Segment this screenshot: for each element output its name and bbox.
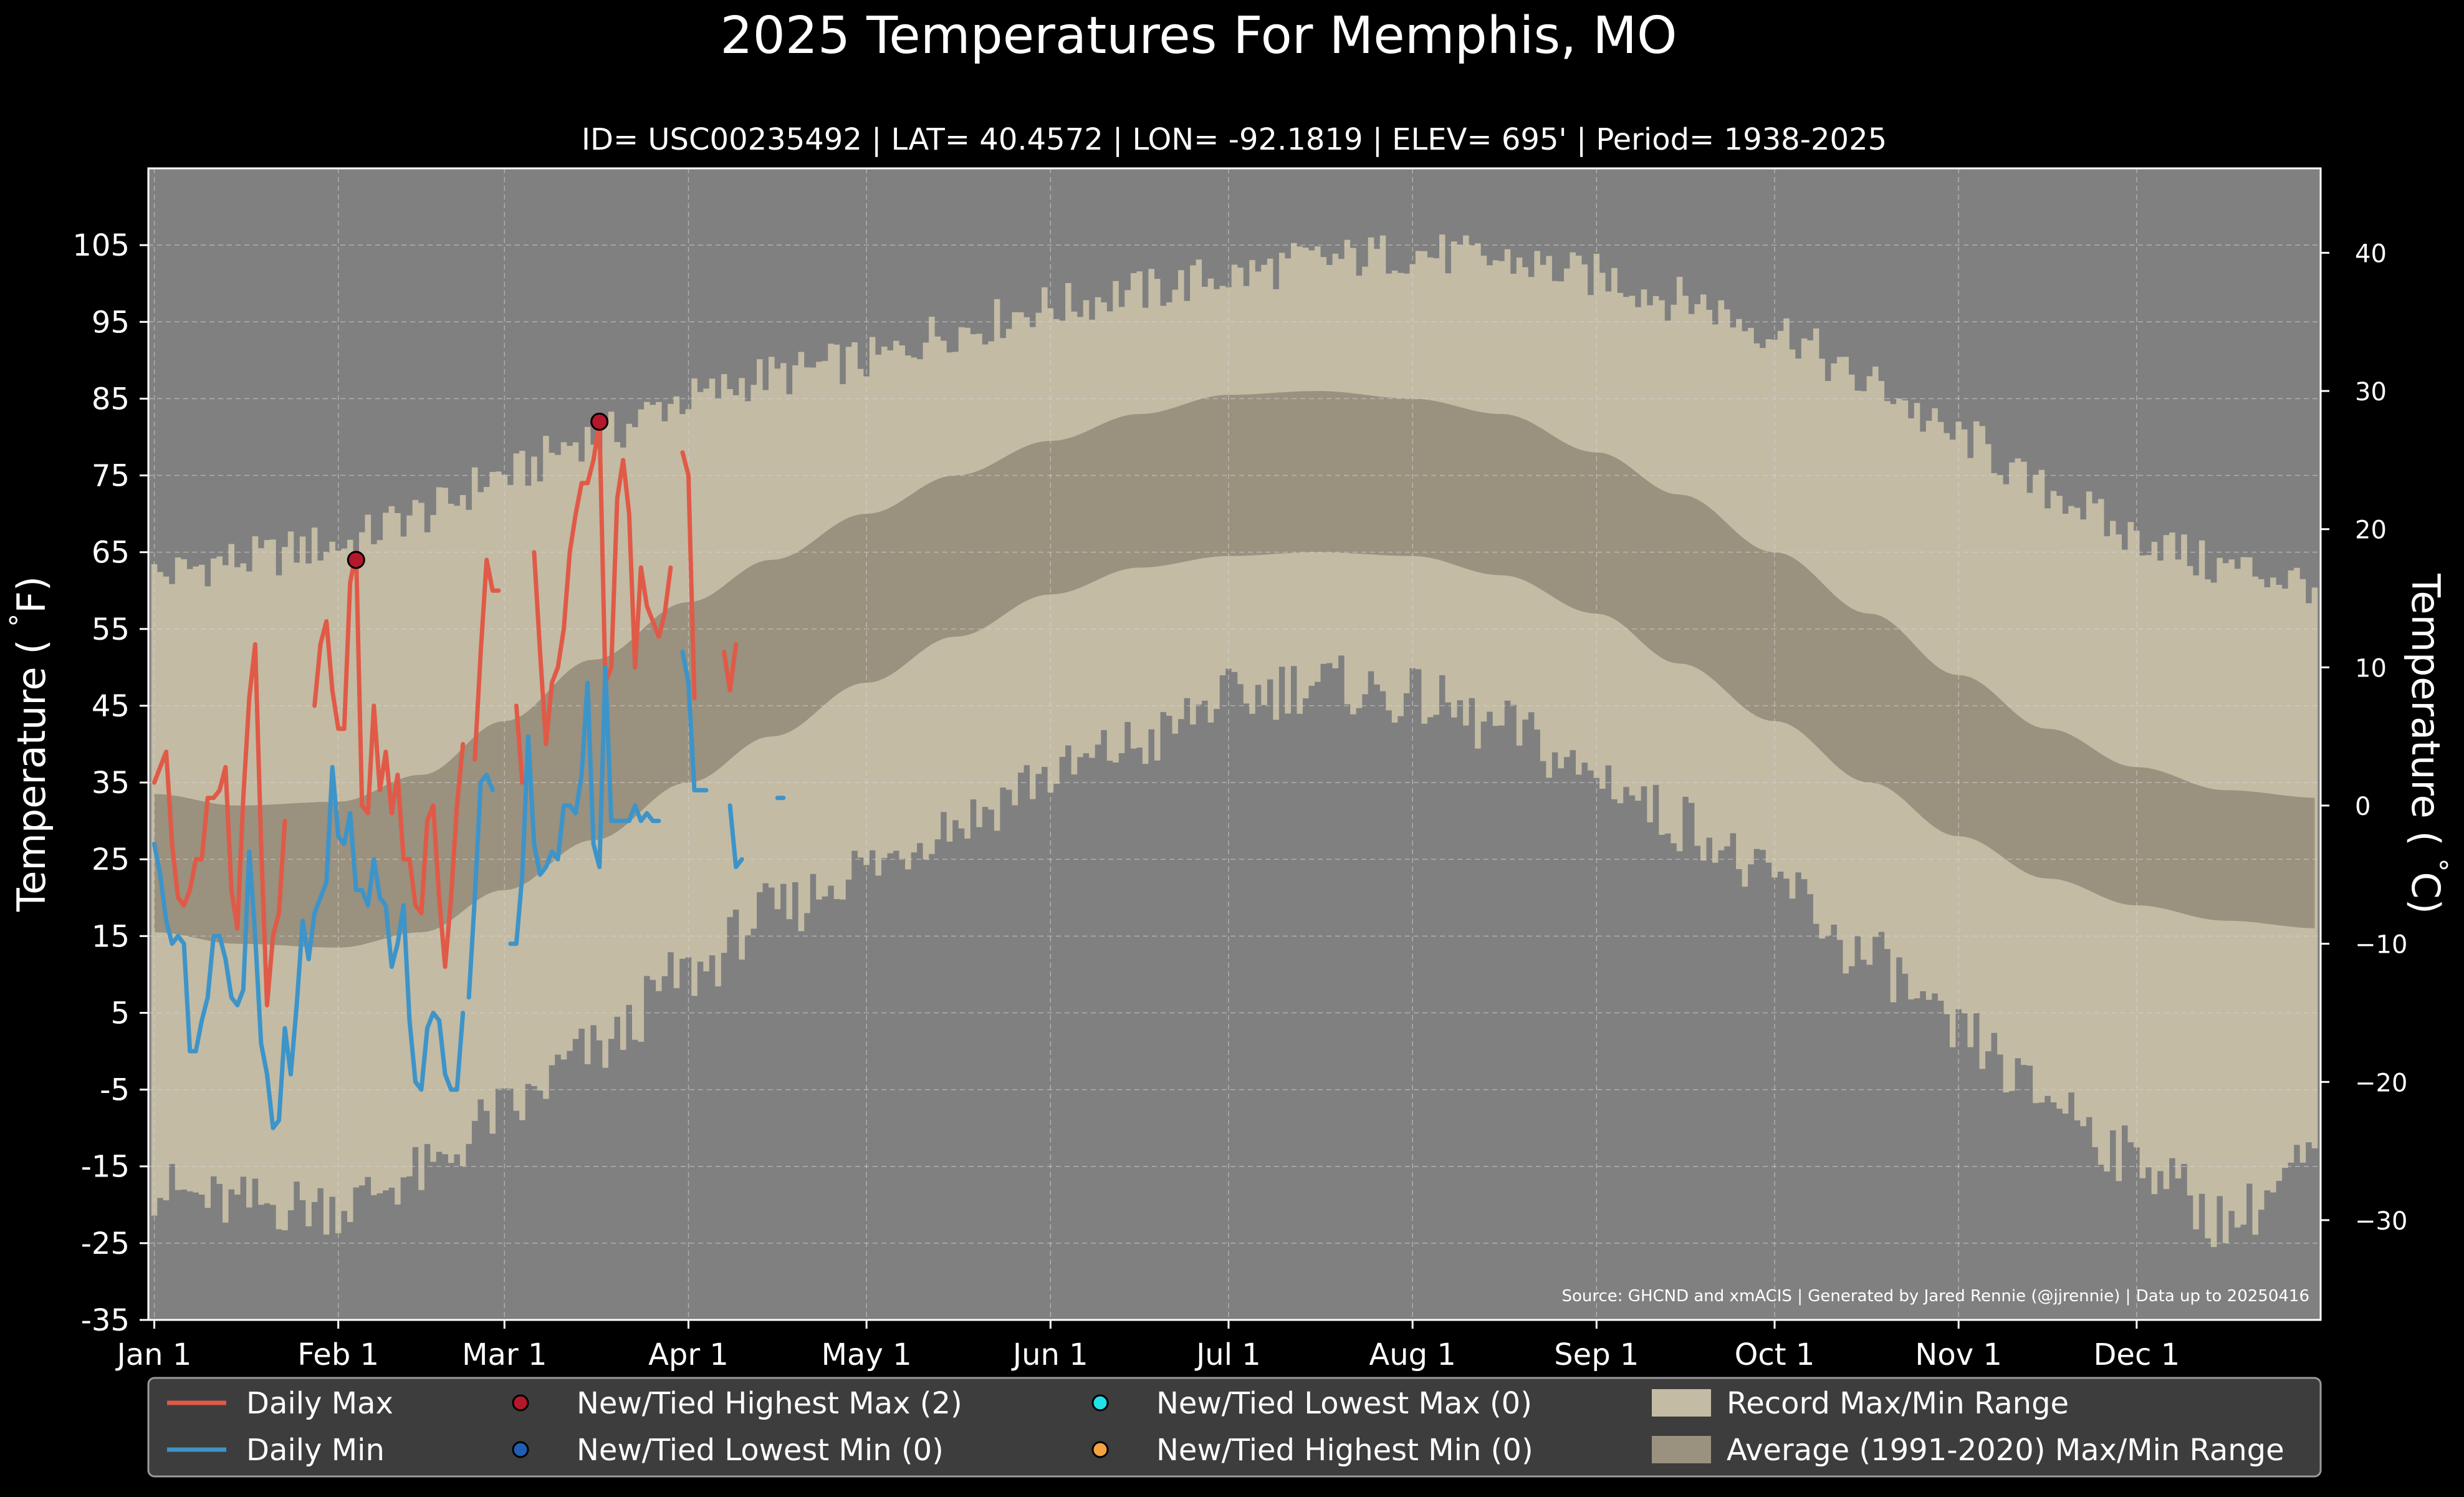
- legend-label-new-tied-highest-min-0: New/Tied Highest Min (0): [1156, 1433, 1533, 1468]
- y-right-tick-label: 10: [2355, 654, 2387, 683]
- y-tick-label: 25: [92, 842, 130, 877]
- daily-max-line: [514, 703, 525, 785]
- y-tick-label: 55: [92, 612, 130, 647]
- daily-max-line: [532, 419, 673, 746]
- daily-max-line: [472, 557, 501, 762]
- y-tick-label: -5: [100, 1073, 130, 1108]
- daily-min-line: [152, 764, 466, 1130]
- y-tick-label: -25: [81, 1226, 130, 1261]
- y-axis-label-fahrenheit: Temperature ( °F): [4, 576, 55, 912]
- y-tick-label: 105: [72, 228, 130, 263]
- legend-patch-record-max-min-range: [1652, 1389, 1711, 1417]
- x-tick-label: Jul 1: [1194, 1337, 1261, 1372]
- legend-label-new-tied-lowest-min-0: New/Tied Lowest Min (0): [577, 1433, 944, 1468]
- y-tick-label: 85: [92, 382, 130, 416]
- y-axis-left: 105 95 85 75 65 55 45 35 25 15 5 -5 -15 -25 -35: [72, 228, 148, 1338]
- chart-subtitle: ID= USC00235492 | LAT= 40.4572 | LON= -9…: [582, 122, 1887, 157]
- data-series: [152, 419, 786, 1130]
- legend-marker-new-tied-lowest-min-0: [512, 1441, 529, 1458]
- legend-marker-new-tied-highest-min-0: [1091, 1441, 1109, 1458]
- chart-title: 2025 Temperatures For Memphis, MO: [720, 6, 1677, 65]
- daily-max-line: [680, 450, 697, 701]
- legend-label-daily-min: Daily Min: [246, 1433, 385, 1468]
- legend-label-new-tied-highest-max-2: New/Tied Highest Max (2): [577, 1386, 962, 1421]
- y-tick-label: 65: [92, 536, 130, 570]
- y-right-tick-label: 0: [2355, 792, 2371, 821]
- x-tick-label: Oct 1: [1735, 1337, 1815, 1372]
- legend-label-new-tied-lowest-max-0: New/Tied Lowest Max (0): [1156, 1386, 1532, 1421]
- x-tick-label: Nov 1: [1915, 1337, 2001, 1372]
- y-tick-label: 75: [92, 459, 130, 494]
- legend-box: [147, 1377, 2322, 1478]
- plot-frame: [147, 167, 2322, 1321]
- legend-marker-new-tied-highest-max-2: [512, 1394, 529, 1412]
- x-axis: Jan 1 Feb 1 Mar 1 Apr 1 May 1 Jun 1 Jul 1 Aug 1…: [115, 1320, 2180, 1372]
- legend-label-daily-max: Daily Max: [246, 1386, 393, 1421]
- legend-label-average-1991-2020-max-min-range: Average (1991-2020) Max/Min Range: [1727, 1433, 2284, 1468]
- y-right-tick-label: 40: [2355, 239, 2387, 268]
- y-right-tick-label: −20: [2355, 1069, 2407, 1097]
- daily-min-line: [680, 650, 709, 792]
- daily-max-line: [722, 642, 739, 693]
- y-tick-label: -15: [81, 1150, 130, 1185]
- daily-max-line: [152, 642, 287, 1008]
- daily-min-line: [727, 803, 744, 869]
- x-tick-label: Dec 1: [2093, 1337, 2180, 1372]
- x-tick-label: Jan 1: [115, 1337, 192, 1372]
- record-marker: [347, 551, 365, 569]
- y-tick-label: 35: [92, 766, 130, 801]
- x-tick-label: Mar 1: [462, 1337, 547, 1372]
- y-axis-label-celsius: Temperature ( °C): [2403, 573, 2453, 914]
- x-tick-label: Sep 1: [1554, 1337, 1639, 1372]
- legend-label-record-max-min-range: Record Max/Min Range: [1727, 1386, 2069, 1421]
- legend-marker-new-tied-lowest-max-0: [1091, 1394, 1109, 1412]
- record-markers: [347, 412, 609, 569]
- source-note: Source: GHCND and xmACIS | Generated by …: [1561, 1287, 2309, 1306]
- x-tick-label: Aug 1: [1369, 1337, 1456, 1372]
- y-tick-label: 15: [92, 919, 130, 954]
- y-tick-label: -35: [81, 1303, 130, 1338]
- y-tick-label: 45: [92, 689, 130, 724]
- x-tick-label: Apr 1: [648, 1337, 729, 1372]
- x-tick-label: Jun 1: [1011, 1337, 1088, 1372]
- record-range-band: [151, 234, 2318, 1248]
- x-tick-label: May 1: [822, 1337, 912, 1372]
- daily-min-line: [466, 773, 495, 1000]
- y-tick-label: 95: [92, 305, 130, 340]
- legend-patch-average-1991-2020-max-min-range: [1652, 1436, 1711, 1463]
- gridlines: [148, 168, 2321, 1321]
- x-tick-label: Feb 1: [297, 1337, 379, 1372]
- plot-area: Source: GHCND and xmACIS | Generated by …: [147, 167, 2322, 1321]
- y-tick-label: 5: [110, 996, 130, 1031]
- legend: Daily Max Daily Min New/Tied Highest Max (…: [147, 1377, 2322, 1478]
- y-right-tick-label: 20: [2355, 516, 2387, 545]
- daily-max-line: [312, 550, 466, 970]
- daily-min-line: [508, 665, 661, 946]
- y-right-tick-label: −30: [2355, 1207, 2407, 1236]
- y-right-tick-label: −10: [2355, 931, 2407, 960]
- y-axis-right: 40 30 20 10 0 −10 −20 −30: [2321, 239, 2407, 1236]
- record-marker: [590, 412, 609, 431]
- y-right-tick-label: 30: [2355, 378, 2387, 407]
